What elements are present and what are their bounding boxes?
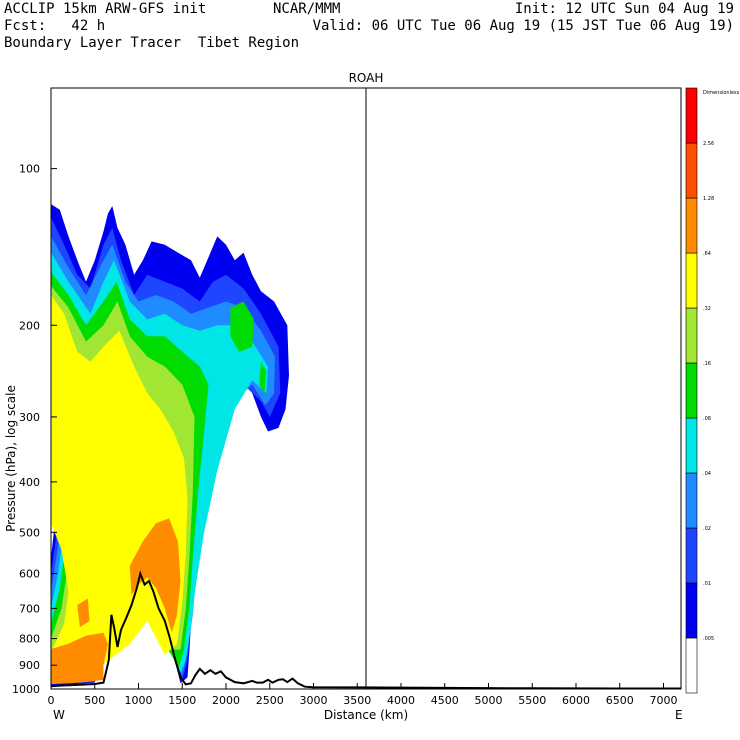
x-axis-ticks: 0 500 1000 1500 2000 2500 3000 3500 4000 4500 5000… [48, 683, 678, 707]
header-model: ACCLIP 15km ARW-GFS init [4, 1, 207, 17]
x-tick-label: 6000 [562, 694, 590, 707]
colorbar-label: .64 [703, 251, 711, 257]
colorbar-label: .04 [703, 471, 711, 477]
chart-title: ROAH [349, 71, 384, 85]
header-valid: Valid: 06 UTC Tue 06 Aug 19 (15 JST Tue … [312, 18, 734, 34]
x-tick-label: 5500 [518, 694, 546, 707]
y-tick-label: 600 [19, 568, 40, 581]
y-tick-label: 300 [19, 411, 40, 424]
x-tick-label: 0 [48, 694, 55, 707]
y-tick-label: 400 [19, 476, 40, 489]
colorbar-swatch [685, 472, 698, 529]
y-tick-label: 200 [19, 319, 40, 332]
colorbar-label: .08 [703, 416, 711, 422]
tracer-contour-p16 [230, 301, 254, 352]
x-tick-label: 1000 [125, 694, 153, 707]
colorbar-swatch [685, 307, 698, 364]
y-tick-label: 1000 [12, 683, 40, 696]
colorbar-label: .01 [703, 581, 711, 587]
x-end-label-west: W [53, 708, 65, 722]
x-end-label-east: E [675, 708, 683, 722]
x-tick-label: 7000 [650, 694, 678, 707]
header-field: Boundary Layer Tracer Tibet Region [4, 35, 300, 51]
y-tick-label: 800 [19, 633, 40, 646]
plot-frame [50, 87, 682, 690]
colorbar-swatch [685, 252, 698, 309]
x-tick-label: 4000 [387, 694, 415, 707]
x-axis-title: Distance (km) [324, 708, 408, 722]
tracer-contour-p64 [117, 518, 127, 550]
x-tick-label: 500 [84, 694, 105, 707]
colorbar-swatch [685, 362, 698, 419]
terrain-profile [50, 570, 681, 690]
y-axis-ticks: 100 200 300 400 500 600 700 800 900 1000 [12, 163, 57, 696]
x-tick-label: 6500 [606, 694, 634, 707]
x-tick-label: 4500 [431, 694, 459, 707]
colorbar-swatch [685, 417, 698, 474]
x-tick-label: 2500 [256, 694, 284, 707]
y-axis-title: Pressure (hPa), log scale [4, 385, 18, 532]
tracer-fills [51, 204, 289, 686]
colorbar-swatch [685, 582, 698, 639]
x-tick-label: 5000 [475, 694, 503, 707]
x-tick-label: 3500 [343, 694, 371, 707]
y-tick-label: 900 [19, 659, 40, 672]
x-tick-label: 2000 [212, 694, 240, 707]
tracer-contour-p64b [129, 518, 181, 633]
tracer-contour-p64b [77, 598, 90, 627]
header-org: NCAR/MMM [273, 1, 341, 17]
colorbar-swatch [685, 142, 698, 199]
colorbar-swatch [685, 637, 698, 694]
colorbar-label: .02 [703, 526, 711, 532]
x-tick-label: 1500 [168, 694, 196, 707]
colorbar-label: .005 [703, 636, 714, 642]
colorbar-swatch [685, 527, 698, 584]
tracer-contour-p16 [259, 361, 267, 394]
colorbar-swatch [685, 87, 698, 144]
y-tick-label: 700 [19, 602, 40, 615]
x-tick-label: 3000 [300, 694, 328, 707]
y-tick-label: 100 [19, 163, 40, 176]
tracer-contour-p64b [51, 632, 108, 684]
colorbar-label: Dimensionless [703, 90, 740, 96]
colorbar-label: .16 [703, 361, 711, 367]
colorbar-label: 2.56 [703, 141, 714, 147]
colorbar-label: .32 [703, 306, 711, 312]
header-fcst: Fcst: 42 h [4, 18, 106, 34]
colorbar-label: 1.28 [703, 196, 714, 202]
y-tick-label: 500 [19, 526, 40, 539]
colorbar: Dimensionless 2.56 1.28 .64 .32 .16 .08 .04 .02.… [685, 87, 740, 694]
colorbar-swatch [685, 197, 698, 254]
header-init: Init: 12 UTC Sun 04 Aug 19 [514, 1, 734, 17]
